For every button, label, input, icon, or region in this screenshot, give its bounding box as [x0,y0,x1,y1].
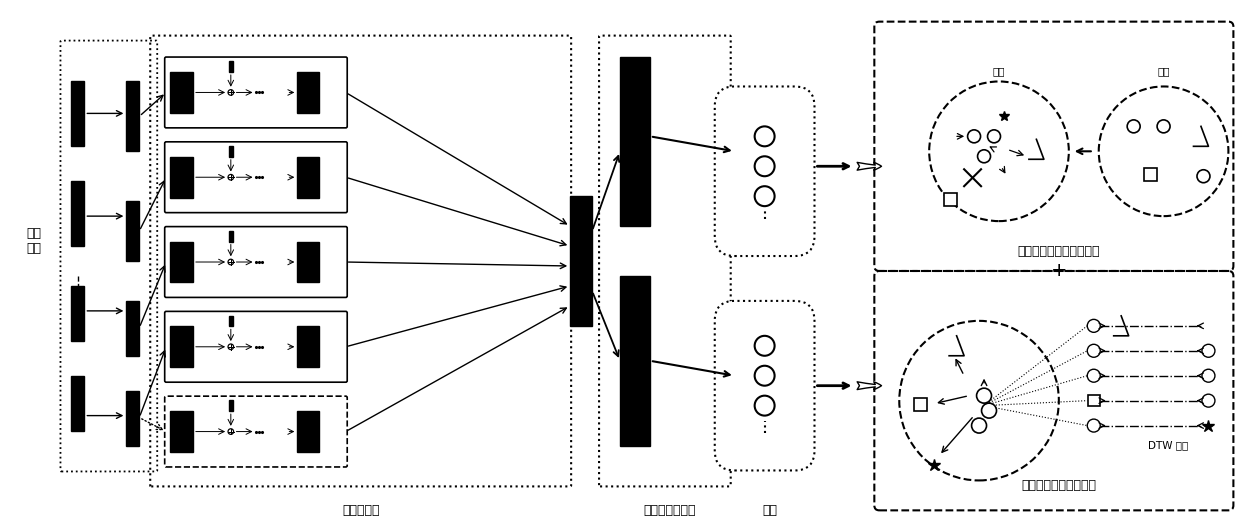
Circle shape [1127,120,1140,133]
Bar [228,231,233,242]
Bar [170,411,193,452]
Text: 时间
序列: 时间 序列 [26,227,41,255]
FancyBboxPatch shape [714,87,815,256]
FancyBboxPatch shape [165,227,347,297]
Circle shape [228,344,233,349]
Bar [620,276,650,446]
Circle shape [1087,319,1100,332]
Circle shape [755,126,775,147]
Bar [126,391,139,446]
Bar [298,411,319,452]
Circle shape [1087,344,1100,357]
Circle shape [972,418,987,433]
Bar [1087,395,1100,406]
Bar [170,242,193,282]
Circle shape [228,175,233,180]
Bar [298,242,319,282]
Circle shape [1197,170,1210,183]
Circle shape [755,336,775,356]
Bar [298,327,319,367]
Bar [228,146,233,157]
Text: 共享的网络: 共享的网络 [342,504,379,517]
Circle shape [1202,344,1215,357]
Circle shape [755,396,775,416]
Text: 无监督学习：对比损失: 无监督学习：对比损失 [1022,479,1096,492]
Bar [170,157,193,198]
Text: 有监督学习：三元组损失: 有监督学习：三元组损失 [1018,245,1100,258]
Circle shape [1087,419,1100,432]
Bar [298,72,319,113]
FancyBboxPatch shape [165,311,347,382]
Text: +: + [1050,261,1068,280]
Bar [126,201,139,261]
FancyBboxPatch shape [714,301,815,470]
Bar [228,61,233,72]
Bar [126,301,139,356]
Bar [72,376,84,431]
Circle shape [1157,120,1171,133]
Bar [72,286,84,341]
Text: DTW 距离: DTW 距离 [1148,441,1189,450]
Bar [228,315,233,327]
Circle shape [977,150,991,163]
FancyBboxPatch shape [165,57,347,128]
Text: 表示: 表示 [763,504,777,517]
Circle shape [755,366,775,386]
Circle shape [755,186,775,206]
Bar [570,196,591,326]
Bar [944,193,957,206]
Bar [914,398,928,410]
Circle shape [977,388,992,403]
Bar [298,157,319,198]
Bar [72,81,84,147]
Circle shape [1202,394,1215,407]
Bar [1143,168,1157,181]
Text: 边界: 边界 [1157,66,1169,76]
Circle shape [228,90,233,95]
Circle shape [982,403,997,418]
Bar [126,81,139,151]
Text: 边界: 边界 [993,66,1006,76]
Circle shape [1087,369,1100,382]
Circle shape [1202,369,1215,382]
FancyBboxPatch shape [165,142,347,212]
Circle shape [967,130,981,143]
Circle shape [755,156,775,176]
Bar [72,181,84,246]
Bar [228,400,233,411]
Circle shape [987,130,1001,143]
Bar [620,56,650,226]
Bar [170,327,193,367]
Bar [170,72,193,113]
FancyBboxPatch shape [165,396,347,467]
Circle shape [228,429,233,434]
Text: 任务特有的网络: 任务特有的网络 [644,504,696,517]
Circle shape [228,259,233,265]
